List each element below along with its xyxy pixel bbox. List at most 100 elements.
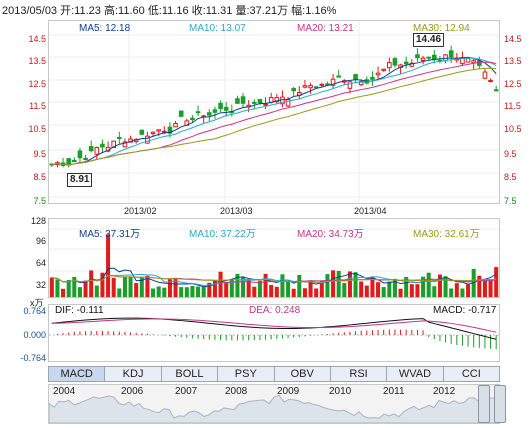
volume-bar — [235, 273, 240, 297]
volume-bar — [291, 288, 296, 297]
volume-bar — [494, 267, 499, 297]
nav-year: 2012 — [433, 386, 456, 397]
tab-macd[interactable]: MACD — [49, 367, 106, 381]
candle-body — [325, 83, 330, 86]
quote-volume: 量:37.21万 — [235, 5, 289, 17]
volume-bar — [184, 287, 189, 297]
price-y-tick-right: 14.5 — [504, 34, 522, 44]
navigator-left-handle[interactable] — [478, 385, 490, 423]
macd-chart-panel[interactable]: DIF: -0.111 DEA: 0.248 MACD: -0.717 — [48, 304, 500, 362]
candle-body — [477, 60, 482, 66]
candle-body — [482, 71, 488, 79]
price-chart-panel[interactable]: MA5: 12.18 MA10: 13.07 MA20: 13.21 MA30:… — [48, 20, 500, 204]
price-ma20-label: MA20: 13.21 — [297, 23, 354, 34]
candle-body — [420, 57, 426, 62]
price-chart — [49, 21, 499, 203]
macd-dif-line — [51, 317, 497, 340]
price-ma-line — [51, 67, 497, 166]
volume-bar — [482, 278, 487, 297]
volume-bar — [111, 277, 116, 297]
nav-year: 2011 — [383, 386, 405, 397]
tab-boll[interactable]: BOLL — [162, 367, 219, 381]
price-ma5-label: MA5: 12.18 — [79, 23, 131, 34]
vol-ma30-label: MA30: 32.61万 — [413, 229, 480, 240]
candle-body — [223, 106, 229, 111]
volume-bar — [376, 282, 381, 297]
vol-ma20-label: MA20: 34.73万 — [297, 229, 364, 240]
candle-body — [235, 98, 240, 104]
volume-bar — [426, 272, 431, 297]
tab-obv[interactable]: OBV — [275, 367, 331, 381]
volume-bar — [128, 276, 133, 297]
volume-bar — [167, 279, 172, 297]
candle-body — [178, 110, 184, 117]
tab-rsi[interactable]: RSI — [331, 367, 388, 381]
candle-body — [257, 98, 263, 104]
quote-close: 收:11.31 — [191, 5, 233, 17]
volume-bar — [257, 280, 262, 297]
macd-y-tick: 0.764 — [23, 306, 46, 316]
candle-body — [195, 111, 201, 114]
price-y-tick-left: 14.5 — [28, 34, 46, 44]
volume-bar — [173, 278, 178, 297]
nav-year: 2008 — [225, 386, 248, 397]
volume-ma-line — [51, 273, 497, 286]
volume-bar — [370, 277, 375, 297]
candle-body — [392, 58, 398, 66]
navigator-history-area — [49, 394, 499, 423]
candle-body — [285, 99, 291, 107]
volume-bar — [179, 287, 184, 297]
tab-wvad[interactable]: WVAD — [387, 367, 444, 381]
candle-body — [426, 56, 431, 59]
price-y-tick-right: 13.5 — [504, 56, 522, 66]
candle-body — [207, 112, 212, 116]
volume-chart — [49, 228, 499, 297]
volume-bar — [286, 281, 291, 297]
candle-body — [66, 158, 71, 166]
candle-body — [330, 78, 336, 86]
quote-high: 高:11.60 — [103, 5, 145, 17]
candle-body — [274, 97, 280, 103]
volume-bar — [449, 288, 454, 297]
volume-bar — [404, 276, 409, 297]
candle-body — [122, 141, 128, 148]
volume-bar — [224, 281, 229, 297]
candle-body — [145, 135, 150, 144]
price-y-tick-right: 8.5 — [504, 172, 517, 182]
volume-bar — [269, 284, 274, 297]
volume-bar — [274, 286, 279, 297]
volume-bar — [443, 276, 448, 297]
vol-y-tick: 96 — [35, 236, 46, 246]
candle-body — [117, 136, 122, 139]
macd-value-label: MACD: -0.717 — [433, 305, 497, 316]
volume-bar — [252, 286, 257, 297]
macd-y-tick: 0.000 — [23, 330, 46, 340]
volume-bar — [353, 272, 358, 297]
navigator-right-handle[interactable] — [494, 385, 506, 423]
tab-cci[interactable]: CCI — [461, 368, 481, 380]
candle-body — [358, 81, 364, 86]
vol-ma10-label: MA10: 37.22万 — [189, 229, 256, 240]
volume-bar — [100, 272, 105, 297]
candle-body — [387, 62, 392, 69]
price-y-tick-right: 7.5 — [504, 196, 517, 206]
tab-psy[interactable]: PSY — [218, 367, 275, 381]
candle-body — [415, 54, 420, 59]
timeline-navigator[interactable]: 2004 2006 2007 2008 2009 2010 2011 2012 — [48, 384, 500, 424]
vol-unit-label: x万 — [30, 298, 44, 308]
candle-body — [94, 147, 100, 155]
candle-body — [240, 96, 246, 104]
volume-bar — [488, 280, 493, 297]
candle-body — [465, 58, 471, 63]
volume-bar — [139, 277, 144, 297]
candle-body — [252, 101, 257, 104]
volume-bar — [336, 270, 341, 297]
volume-chart-panel[interactable]: MA5: 37.31万 MA10: 37.22万 MA20: 34.73万 MA… — [48, 218, 500, 298]
volume-bar — [218, 271, 223, 297]
vol-y-tick: 64 — [35, 258, 46, 268]
vol-y-tick: 32 — [35, 280, 46, 290]
tab-kdj[interactable]: KDJ — [105, 367, 162, 381]
candle-body — [100, 143, 105, 148]
candle-body — [375, 72, 381, 76]
volume-bar — [207, 282, 212, 297]
